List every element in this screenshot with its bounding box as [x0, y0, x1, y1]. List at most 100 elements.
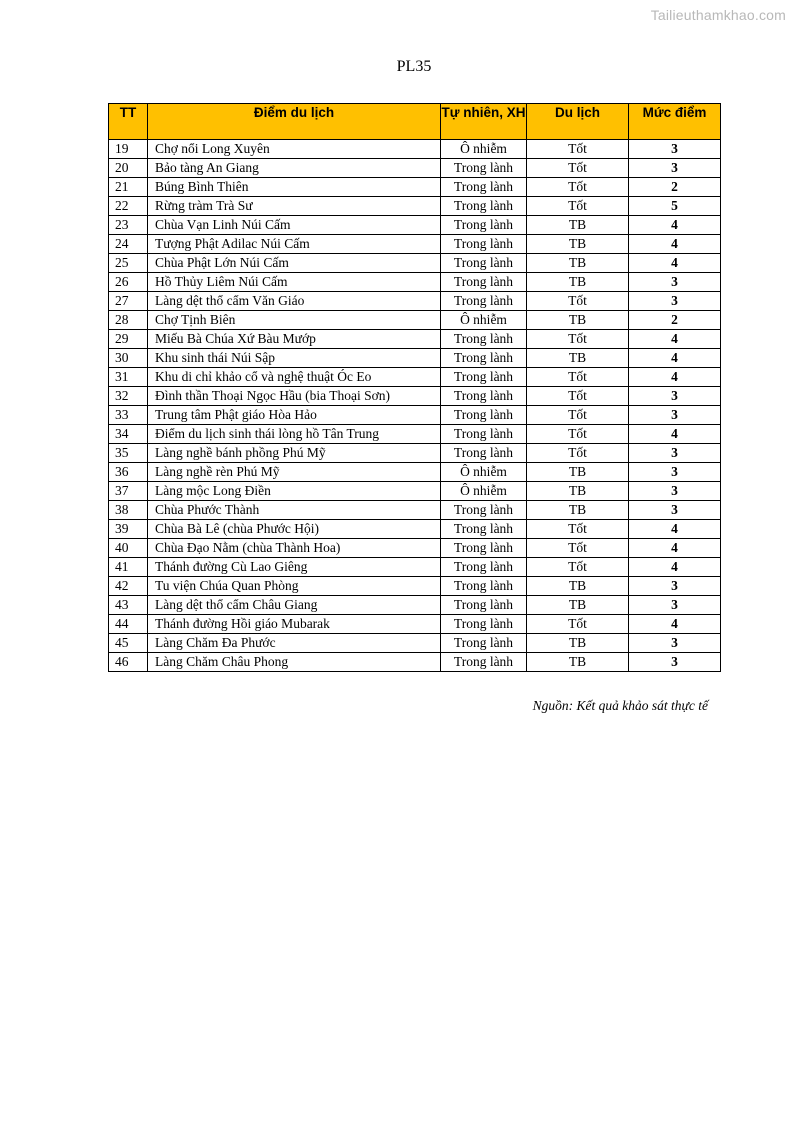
table-row: 43 Làng dệt thổ cẩm Châu Giang Trong lành T…: [108, 595, 721, 615]
cell-site: Chợ Tịnh Biên: [147, 310, 441, 330]
cell-score: 4: [628, 538, 721, 558]
cell-tt: 38: [108, 500, 148, 520]
cell-site: Trung tâm Phật giáo Hòa Hảo: [147, 405, 441, 425]
table-row: 21 Búng Bình Thiên Trong lành Tốt 2: [108, 177, 721, 197]
cell-nature-society: Trong lành: [440, 405, 527, 425]
cell-site: Làng dệt thổ cẩm Châu Giang: [147, 595, 441, 615]
cell-nature-society: Trong lành: [440, 348, 527, 368]
cell-score: 3: [628, 405, 721, 425]
cell-site: Đình thần Thoại Ngọc Hầu (bia Thoại Sơn): [147, 386, 441, 406]
cell-tourism: TB: [526, 576, 629, 596]
cell-tt: 23: [108, 215, 148, 235]
cell-tourism: TB: [526, 272, 629, 292]
cell-tt: 42: [108, 576, 148, 596]
cell-tt: 28: [108, 310, 148, 330]
cell-site: Làng Chăm Châu Phong: [147, 652, 441, 672]
source-note: Nguồn: Kết quả khảo sát thực tế: [532, 698, 708, 713]
table-row: 33 Trung tâm Phật giáo Hòa Hảo Trong lành T…: [108, 405, 721, 425]
header-nature-society: Tự nhiên, XH: [440, 103, 527, 140]
cell-tt: 46: [108, 652, 148, 672]
cell-nature-society: Ô nhiễm: [440, 462, 527, 482]
table-header-row: TT Điểm du lịch Tự nhiên, XH Du lịch Mức…: [108, 103, 721, 140]
cell-nature-society: Trong lành: [440, 595, 527, 615]
cell-tourism: Tốt: [526, 158, 629, 178]
cell-tourism: TB: [526, 595, 629, 615]
cell-nature-society: Trong lành: [440, 196, 527, 216]
table-row: 26 Hồ Thủy Liêm Núi Cấm Trong lành TB 3: [108, 272, 721, 292]
cell-score: 4: [628, 348, 721, 368]
table-row: 31 Khu di chỉ khảo cổ và nghệ thuật Óc Eo…: [108, 367, 721, 387]
cell-tourism: Tốt: [526, 177, 629, 197]
cell-nature-society: Trong lành: [440, 234, 527, 254]
cell-tt: 19: [108, 139, 148, 159]
cell-score: 2: [628, 177, 721, 197]
table-row: 46 Làng Chăm Châu Phong Trong lành TB 3: [108, 652, 721, 672]
cell-score: 3: [628, 291, 721, 311]
cell-site: Tượng Phật Adilac Núi Cấm: [147, 234, 441, 254]
cell-tourism: Tốt: [526, 424, 629, 444]
cell-tt: 21: [108, 177, 148, 197]
cell-score: 3: [628, 633, 721, 653]
table-row: 19 Chợ nổi Long Xuyên Ô nhiễm Tốt 3: [108, 139, 721, 159]
cell-score: 3: [628, 481, 721, 501]
cell-nature-society: Trong lành: [440, 557, 527, 577]
cell-tt: 24: [108, 234, 148, 254]
table-row: 22 Rừng tràm Trà Sư Trong lành Tốt 5: [108, 196, 721, 216]
cell-site: Khu sinh thái Núi Sập: [147, 348, 441, 368]
cell-site: Làng dệt thổ cẩm Văn Giáo: [147, 291, 441, 311]
cell-tt: 40: [108, 538, 148, 558]
cell-site: Chợ nổi Long Xuyên: [147, 139, 441, 159]
cell-tt: 27: [108, 291, 148, 311]
cell-score: 4: [628, 215, 721, 235]
table-row: 29 Miếu Bà Chúa Xứ Bàu Mướp Trong lành Tốt 4: [108, 329, 721, 349]
table-row: 34 Điểm du lịch sinh thái lòng hồ Tân Tru…: [108, 424, 721, 444]
cell-tourism: Tốt: [526, 405, 629, 425]
table-row: 44 Thánh đường Hồi giáo Mubarak Trong lành…: [108, 614, 721, 634]
header-tourism: Du lịch: [526, 103, 629, 140]
cell-site: Thánh đường Cù Lao Giêng: [147, 557, 441, 577]
cell-site: Rừng tràm Trà Sư: [147, 196, 441, 216]
table-row: 30 Khu sinh thái Núi Sập Trong lành TB 4: [108, 348, 721, 368]
cell-tourism: Tốt: [526, 139, 629, 159]
cell-tt: 45: [108, 633, 148, 653]
cell-nature-society: Ô nhiễm: [440, 139, 527, 159]
table-row: 42 Tu viện Chúa Quan Phòng Trong lành TB 3: [108, 576, 721, 596]
table-row: 39 Chùa Bà Lê (chùa Phước Hội) Trong lành T…: [108, 519, 721, 539]
cell-site: Búng Bình Thiên: [147, 177, 441, 197]
cell-score: 3: [628, 443, 721, 463]
cell-tourism: Tốt: [526, 386, 629, 406]
table-row: 40 Chùa Đạo Nằm (chùa Thành Hoa) Trong làn…: [108, 538, 721, 558]
cell-tourism: Tốt: [526, 443, 629, 463]
cell-nature-society: Trong lành: [440, 614, 527, 634]
cell-score: 3: [628, 462, 721, 482]
cell-tourism: Tốt: [526, 291, 629, 311]
table-row: 45 Làng Chăm Đa Phước Trong lành TB 3: [108, 633, 721, 653]
cell-site: Chùa Vạn Linh Núi Cấm: [147, 215, 441, 235]
cell-site: Làng Chăm Đa Phước: [147, 633, 441, 653]
cell-tourism: Tốt: [526, 557, 629, 577]
cell-nature-society: Trong lành: [440, 652, 527, 672]
cell-nature-society: Trong lành: [440, 215, 527, 235]
cell-tt: 25: [108, 253, 148, 273]
cell-tt: 30: [108, 348, 148, 368]
cell-tourism: Tốt: [526, 519, 629, 539]
table-row: 20 Bảo tàng An Giang Trong lành Tốt 3: [108, 158, 721, 178]
cell-tt: 33: [108, 405, 148, 425]
cell-tt: 22: [108, 196, 148, 216]
page-title: PL35: [396, 58, 432, 75]
cell-site: Chùa Bà Lê (chùa Phước Hội): [147, 519, 441, 539]
cell-tt: 43: [108, 595, 148, 615]
cell-score: 3: [628, 272, 721, 292]
cell-nature-society: Trong lành: [440, 538, 527, 558]
cell-score: 5: [628, 196, 721, 216]
cell-nature-society: Trong lành: [440, 158, 527, 178]
cell-tourism: TB: [526, 633, 629, 653]
table-row: 32 Đình thần Thoại Ngọc Hầu (bia Thoại Sơ…: [108, 386, 721, 406]
table-row: 25 Chùa Phật Lớn Núi Cấm Trong lành TB 4: [108, 253, 721, 273]
cell-score: 3: [628, 500, 721, 520]
cell-tt: 36: [108, 462, 148, 482]
cell-site: Tu viện Chúa Quan Phòng: [147, 576, 441, 596]
table-row: 41 Thánh đường Cù Lao Giêng Trong lành Tốt 4: [108, 557, 721, 577]
cell-nature-society: Trong lành: [440, 291, 527, 311]
cell-tourism: TB: [526, 348, 629, 368]
